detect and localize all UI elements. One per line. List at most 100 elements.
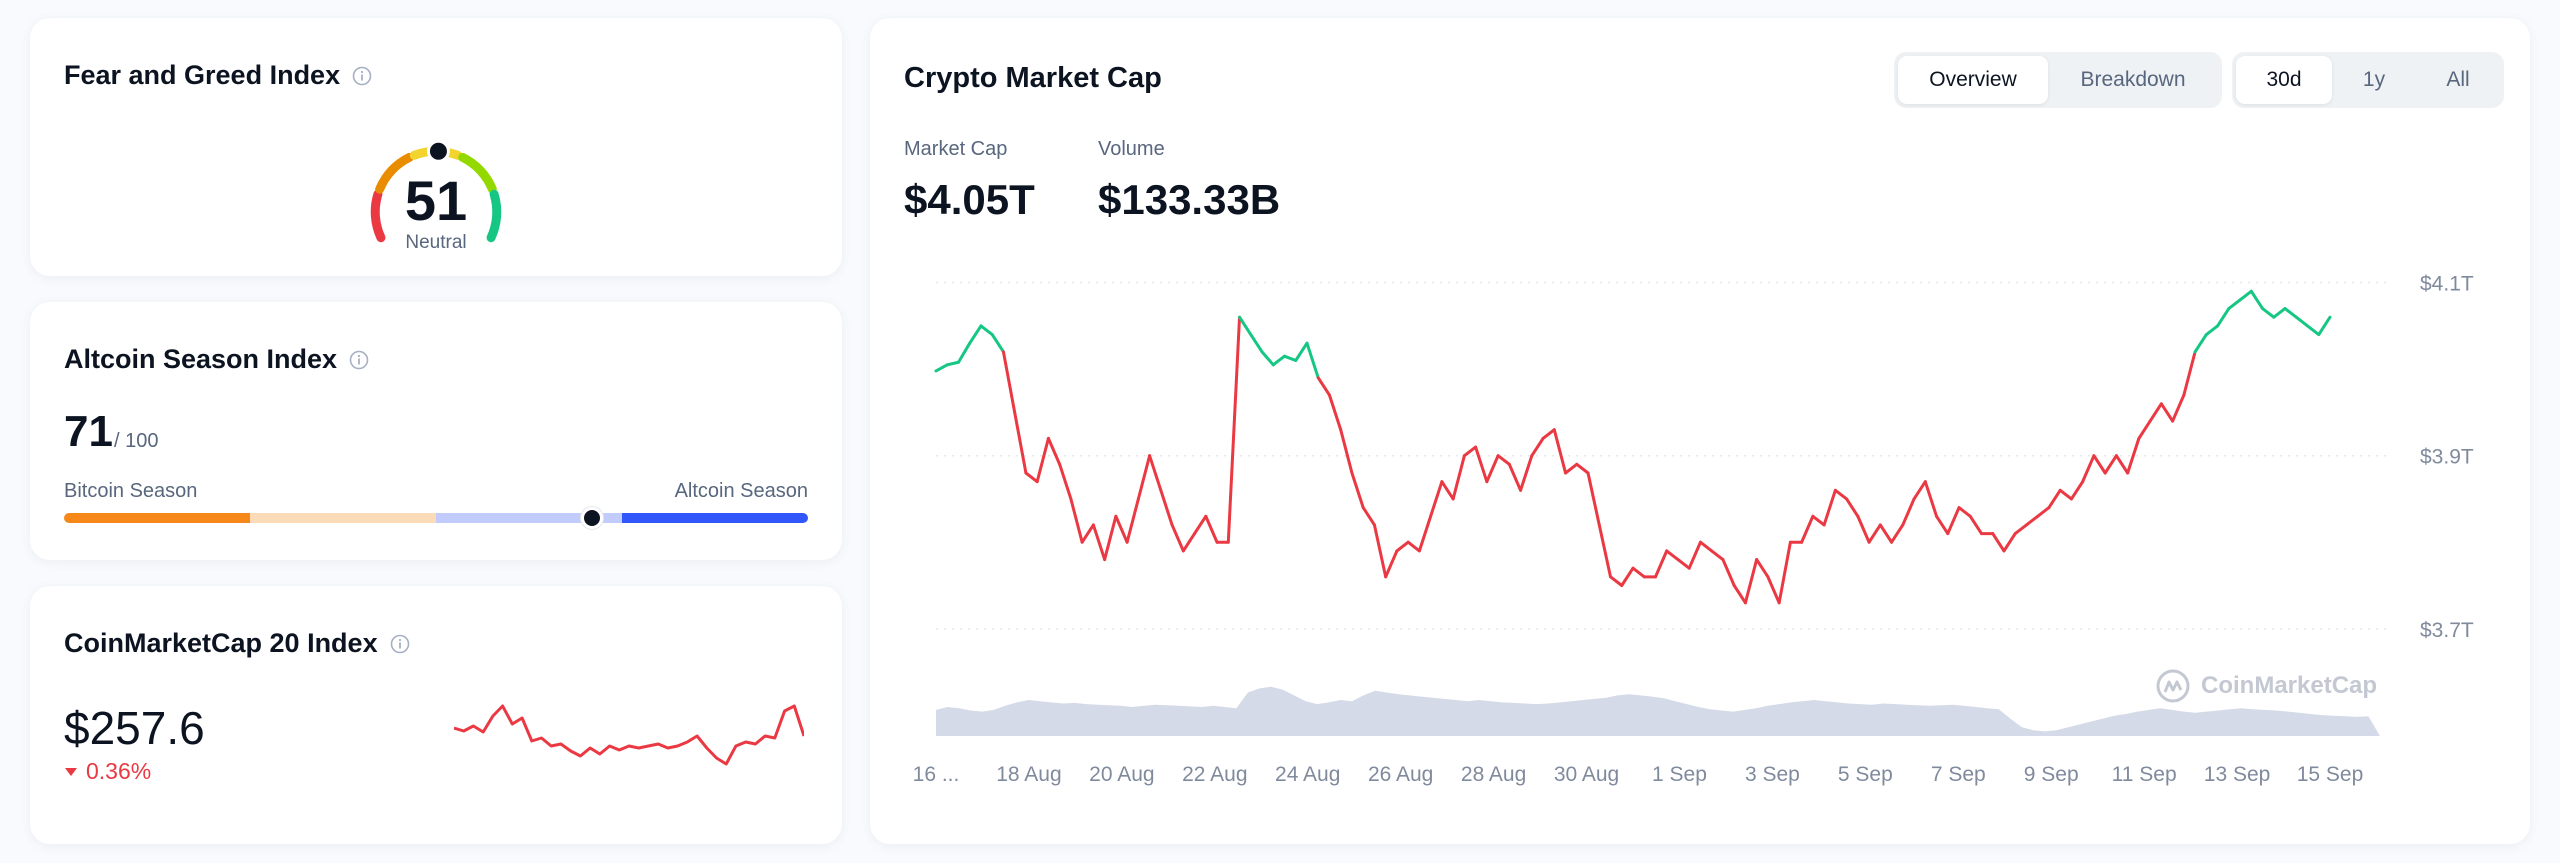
price-segment <box>1665 549 1680 562</box>
cmc20-card[interactable]: CoinMarketCap 20 Index $257.6 0.36% <box>30 586 842 844</box>
price-segment <box>2294 315 2310 328</box>
altcoin-season-max: / 100 <box>114 430 159 452</box>
tab-all[interactable]: All <box>2446 68 2470 91</box>
price-segment <box>1462 445 1478 458</box>
price-segment <box>1856 514 1871 544</box>
watermark-text: CoinMarketCap <box>2201 672 2378 699</box>
price-segment <box>2261 307 2276 319</box>
altcoin-bar-segment <box>622 513 808 523</box>
price-segment <box>1148 454 1163 492</box>
price-segment <box>2148 402 2163 423</box>
tab-30d[interactable]: 30d <box>2236 56 2332 104</box>
price-segment <box>1564 462 1579 475</box>
price-segment <box>1946 506 1961 536</box>
price-segment <box>2317 315 2332 337</box>
caret-down-icon <box>65 767 77 776</box>
price-segment <box>1125 497 1140 544</box>
price-segment <box>1046 436 1062 466</box>
info-icon[interactable] <box>352 66 372 86</box>
x-tick-label: 5 Sep <box>1838 763 1893 786</box>
price-segment <box>1429 480 1444 518</box>
info-icon[interactable] <box>349 350 369 370</box>
price-segment <box>1103 514 1118 562</box>
price-segment <box>990 333 1005 354</box>
gauge-indicator <box>426 139 450 163</box>
y-tick-label: $3.9T <box>2420 446 2474 469</box>
price-segment <box>1957 506 1972 518</box>
x-tick-label: 9 Sep <box>2024 763 2079 786</box>
price-segment <box>1339 428 1354 475</box>
price-segment <box>2126 436 2141 475</box>
price-segment <box>2069 480 2085 501</box>
x-tick-label: 11 Sep <box>2112 763 2177 786</box>
price-segment <box>1732 584 1747 605</box>
price-segment <box>2036 506 2051 518</box>
price-segment <box>1440 480 1455 501</box>
tab-breakdown[interactable]: Breakdown <box>2080 68 2186 91</box>
cmc20-title: CoinMarketCap 20 Index <box>64 628 410 659</box>
price-segment <box>1001 350 1017 414</box>
price-segment <box>2216 307 2231 328</box>
tab-1y[interactable]: 1y <box>2362 68 2386 91</box>
price-segment <box>2047 488 2062 510</box>
x-tick-label: 20 Aug <box>1089 763 1154 786</box>
price-segment <box>1631 566 1646 579</box>
price-segment <box>1485 454 1500 484</box>
price-segment <box>1530 436 1545 458</box>
x-tick-label: 3 Sep <box>1745 763 1800 786</box>
price-segment <box>1024 471 1039 484</box>
price-segment <box>1238 315 1253 337</box>
price-segment <box>1901 497 1916 527</box>
altcoin-season-card[interactable]: Altcoin Season Index 71 / 100 Bitcoin Se… <box>30 302 842 560</box>
price-segment <box>1327 393 1343 432</box>
altcoin-season-title-text: Altcoin Season Index <box>64 344 338 374</box>
price-segment <box>2081 454 2096 484</box>
fear-greed-gauge <box>370 139 502 243</box>
y-tick-label: $4.1T <box>2420 273 2474 296</box>
price-segment <box>2249 289 2265 311</box>
price-segment <box>1653 549 1669 579</box>
price-segment <box>1878 523 1894 544</box>
altcoin-bar-segment <box>436 513 622 523</box>
price-segment <box>1698 540 1714 553</box>
info-icon[interactable] <box>390 634 410 654</box>
price-segment <box>2238 289 2253 302</box>
price-segment <box>2114 454 2130 475</box>
market-cap-title: Crypto Market Cap <box>904 62 1162 94</box>
price-segment <box>1181 532 1197 553</box>
price-segment <box>1395 540 1410 553</box>
market-cap-card[interactable]: $4.1T $3.9T $3.7T 16 ... 18 Aug 20 Aug 22 Aug 2… <box>870 18 2530 844</box>
price-segment <box>1800 514 1815 544</box>
x-tick-label: 24 Aug <box>1275 763 1340 786</box>
price-segment <box>2159 402 2175 423</box>
view-toggle: Overview Breakdown <box>1894 52 2222 108</box>
price-segment <box>1845 497 1860 518</box>
price-segment <box>1249 333 1264 354</box>
fear-greed-card[interactable]: Fear and Greed Index 51 Neutral <box>30 18 842 276</box>
x-tick-label: 28 Aug <box>1461 763 1526 786</box>
volume-value: $133.33B <box>1098 176 1281 223</box>
price-segment <box>2193 333 2208 354</box>
gauge-segment <box>375 152 414 194</box>
price-segment <box>1968 514 1983 536</box>
altcoin-season-value: 71 <box>64 407 113 456</box>
price-segment <box>1271 354 1286 367</box>
price-segment <box>934 363 949 373</box>
price-segment <box>1136 454 1152 501</box>
x-tick-label: 30 Aug <box>1554 763 1619 786</box>
price-segment <box>1496 454 1511 466</box>
altcoin-season-title: Altcoin Season Index <box>64 344 369 375</box>
tab-overview[interactable]: Overview <box>1898 56 2048 104</box>
price-segment <box>1058 462 1073 501</box>
price-segment <box>1822 488 1837 527</box>
price-segment <box>1305 341 1320 380</box>
price-segment <box>1541 428 1556 440</box>
coinmarketcap-watermark: CoinMarketCap <box>2155 668 2377 704</box>
cmc20-title-text: CoinMarketCap 20 Index <box>64 628 378 658</box>
gauge-segment <box>486 189 502 243</box>
price-segment <box>1080 523 1095 544</box>
altcoin-bar-segment <box>64 513 250 523</box>
price-segment <box>1676 558 1691 570</box>
altcoin-bar-segment <box>250 513 436 523</box>
altcoin-season-bar <box>64 513 808 523</box>
